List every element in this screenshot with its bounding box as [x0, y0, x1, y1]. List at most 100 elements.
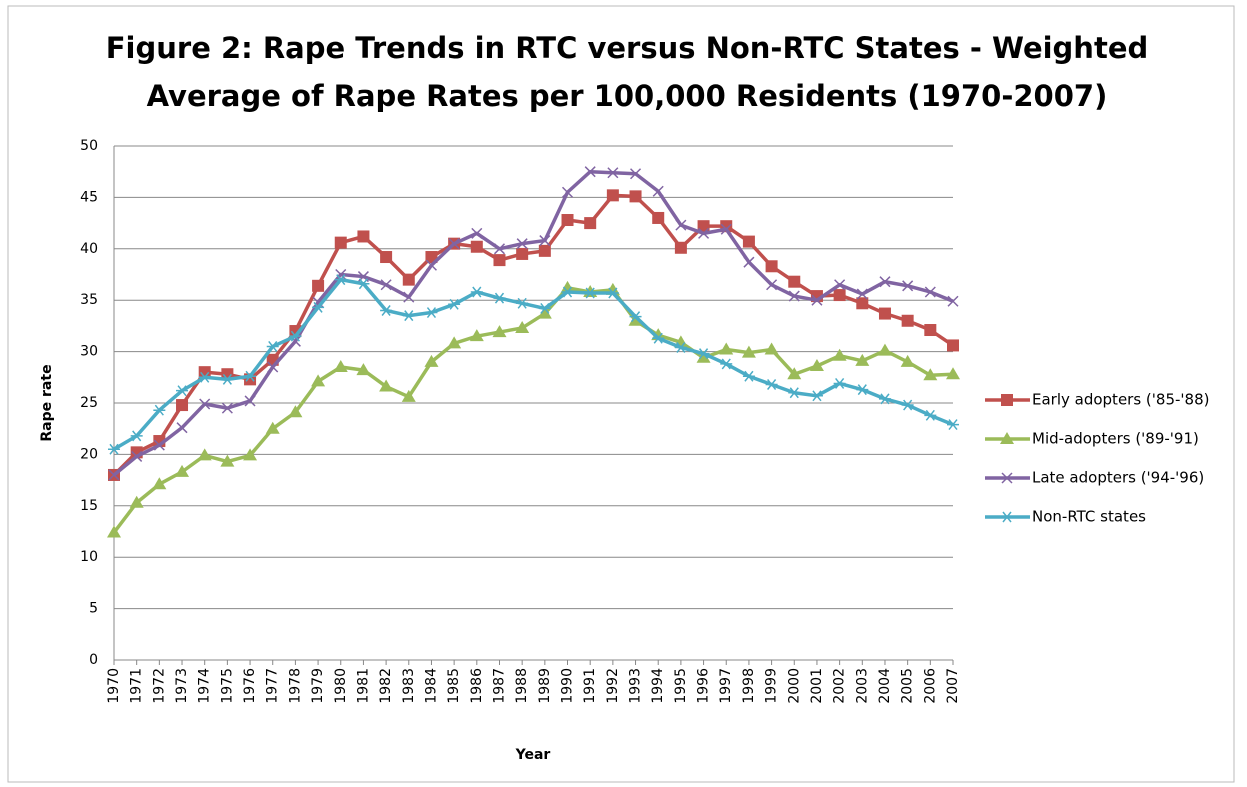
marker	[198, 371, 211, 383]
marker	[629, 311, 642, 323]
marker	[901, 399, 914, 411]
marker	[720, 223, 732, 235]
marker	[856, 297, 869, 310]
x-tick-label: 1989	[537, 668, 553, 704]
x-tick-label: 1972	[151, 668, 167, 704]
x-axis-title: Year	[515, 747, 551, 763]
marker	[560, 280, 575, 293]
legend-label: Early adopters ('85-'88)	[1032, 391, 1209, 409]
marker	[879, 276, 891, 288]
x-tick-label: 2005	[900, 668, 916, 704]
marker	[108, 469, 120, 481]
x-tick-label: 1980	[333, 668, 349, 704]
marker	[947, 339, 959, 352]
x-tick-label: 1988	[514, 668, 530, 704]
marker	[924, 409, 937, 421]
marker	[788, 387, 801, 399]
x-tick-label: 1985	[446, 668, 462, 704]
x-tick-label: 1992	[605, 668, 621, 704]
x-tick-label: 1990	[560, 668, 576, 704]
marker	[289, 330, 302, 342]
y-tick-label: 45	[80, 189, 98, 205]
x-tick-label: 1975	[219, 668, 235, 704]
marker	[107, 525, 121, 538]
chart-title: Average of Rape Rates per 100,000 Reside…	[147, 79, 1108, 113]
marker	[356, 363, 371, 376]
marker	[628, 313, 643, 326]
marker	[312, 301, 325, 313]
marker	[697, 348, 710, 360]
marker	[834, 279, 846, 291]
marker	[674, 342, 687, 353]
marker	[537, 306, 552, 319]
marker	[787, 367, 802, 380]
marker	[1001, 511, 1013, 523]
marker	[198, 366, 211, 379]
marker	[674, 241, 687, 254]
y-tick-label: 40	[80, 241, 98, 257]
y-axis-title: Rape rate	[39, 364, 55, 441]
marker	[357, 278, 370, 290]
x-tick-label: 1982	[378, 668, 394, 704]
marker	[469, 329, 484, 342]
marker	[766, 279, 778, 291]
marker	[606, 189, 619, 202]
marker	[220, 454, 235, 467]
x-tick-label: 1979	[310, 668, 326, 704]
marker	[221, 373, 234, 385]
x-tick-label: 1991	[582, 668, 598, 704]
marker	[561, 186, 574, 198]
marker	[741, 345, 756, 358]
y-tick-label: 0	[89, 652, 98, 668]
x-tick-label: 2003	[854, 668, 870, 704]
marker	[1001, 394, 1013, 406]
marker	[425, 307, 438, 319]
marker	[380, 279, 392, 291]
marker	[334, 274, 347, 286]
marker	[652, 185, 664, 197]
marker	[539, 235, 551, 247]
marker	[675, 219, 687, 231]
marker	[856, 384, 869, 396]
marker	[176, 385, 189, 397]
marker	[900, 354, 915, 367]
marker	[924, 324, 937, 337]
marker	[380, 251, 393, 264]
marker	[946, 367, 960, 380]
marker	[380, 305, 393, 316]
marker	[267, 361, 279, 373]
marker	[1001, 472, 1013, 484]
x-tick-label: 1974	[197, 668, 213, 704]
marker	[401, 389, 416, 402]
y-tick-label: 10	[80, 549, 98, 565]
marker	[470, 286, 483, 298]
x-tick-label: 2006	[922, 668, 938, 704]
marker	[153, 439, 165, 451]
marker	[811, 294, 823, 306]
marker	[176, 422, 188, 434]
marker	[425, 251, 438, 264]
marker	[515, 320, 530, 333]
marker	[516, 238, 528, 250]
chart-title: Figure 2: Rape Trends in RTC versus Non-…	[106, 31, 1149, 65]
x-tick-label: 1987	[491, 668, 507, 704]
y-tick-label: 35	[80, 292, 98, 308]
marker	[877, 343, 892, 356]
marker	[129, 495, 144, 508]
x-tick-label: 1973	[174, 668, 190, 704]
marker	[131, 450, 143, 462]
marker	[402, 273, 415, 286]
marker	[719, 342, 734, 355]
marker	[742, 235, 755, 248]
x-tick-label: 2002	[832, 668, 848, 704]
marker	[448, 238, 460, 250]
marker	[152, 477, 167, 490]
marker	[833, 289, 846, 302]
legend-label: Non-RTC states	[1032, 508, 1146, 526]
x-tick-label: 1977	[265, 668, 281, 704]
marker	[764, 342, 779, 355]
x-tick-label: 1994	[650, 668, 666, 704]
marker	[924, 286, 936, 298]
marker	[652, 332, 665, 344]
x-tick-label: 1983	[401, 668, 417, 704]
